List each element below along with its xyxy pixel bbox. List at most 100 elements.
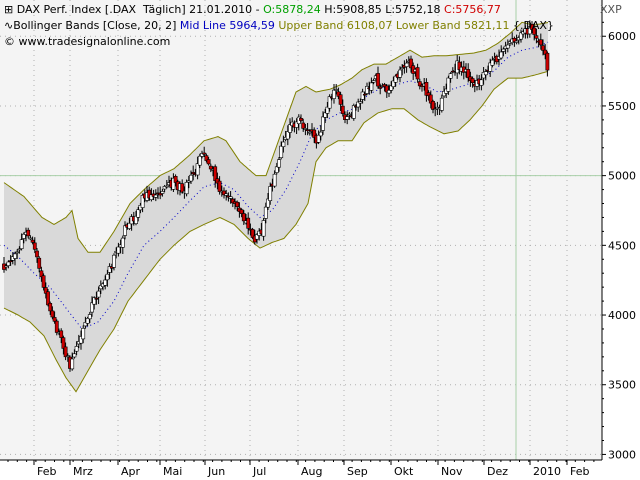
candle <box>158 186 163 200</box>
y-tick-label: 6000 <box>608 30 636 43</box>
candle-body <box>433 108 438 110</box>
candle <box>74 341 79 356</box>
candle-body <box>272 173 277 187</box>
candle-body <box>358 101 363 104</box>
candle <box>96 286 101 305</box>
candle <box>323 108 328 124</box>
candle-body <box>404 62 409 67</box>
band-values: Upper Band 6108,07 Lower Band 5821,11 <box>274 19 510 32</box>
candle <box>301 118 306 132</box>
candle <box>538 33 543 50</box>
candle <box>519 29 523 43</box>
candle <box>112 253 116 271</box>
x-tick-label: Nov <box>441 465 463 478</box>
candle <box>65 353 70 362</box>
candle <box>505 39 510 53</box>
x-tick-label: Aug <box>301 465 322 478</box>
candle-body <box>112 254 116 268</box>
candle-body <box>153 194 158 198</box>
candle <box>61 335 66 355</box>
candle-body <box>28 237 33 240</box>
candle <box>19 233 24 251</box>
candle <box>54 319 59 336</box>
header-prefix: DAX Perf. Index [.DAX Täglich] 21.01.201… <box>16 3 264 16</box>
candle <box>136 207 141 222</box>
candle-body <box>98 285 103 290</box>
candle-body <box>74 346 79 352</box>
low-value: L:5752,18 <box>381 3 441 16</box>
candle-body <box>103 279 108 286</box>
candle <box>376 66 380 89</box>
candle <box>4 263 9 271</box>
candle <box>501 47 506 57</box>
candle-body <box>387 90 391 94</box>
candle-body <box>393 75 398 83</box>
candle <box>514 34 519 45</box>
candle <box>378 83 383 95</box>
candle <box>147 186 152 202</box>
candle-body <box>6 261 11 267</box>
candle <box>180 179 185 194</box>
candle-body <box>534 35 539 39</box>
candle-body <box>312 129 317 138</box>
candle <box>6 260 11 269</box>
candle <box>222 187 226 199</box>
candle <box>160 188 165 197</box>
candle-body <box>384 85 389 93</box>
candle <box>202 146 207 158</box>
candle <box>246 212 251 235</box>
candle-body <box>96 290 101 298</box>
candle-body <box>514 40 519 43</box>
candle-body <box>246 217 251 229</box>
candle <box>277 156 281 172</box>
y-tick-label: 5000 <box>608 170 636 183</box>
candle-body <box>228 196 233 199</box>
candle-body <box>288 124 292 133</box>
candle-body <box>105 273 110 281</box>
candle-body <box>94 297 99 300</box>
candle-body <box>266 198 270 208</box>
candle-body <box>79 336 83 344</box>
candle-body <box>448 73 453 79</box>
candle <box>228 191 233 204</box>
candle-body <box>120 237 125 248</box>
candle-body <box>263 206 268 219</box>
candle <box>345 111 350 125</box>
candle <box>439 94 444 113</box>
candle <box>98 280 103 294</box>
candle <box>393 74 398 87</box>
x-tick-label: Feb <box>37 465 56 478</box>
candle-body <box>107 266 112 273</box>
bollinger-suffix: {.DAX} <box>509 19 554 32</box>
candle <box>63 342 68 361</box>
candle-body <box>217 180 222 192</box>
candle-body <box>345 116 350 120</box>
candle <box>424 78 429 102</box>
candle <box>197 153 202 169</box>
candle-body <box>527 26 532 35</box>
candle <box>332 84 336 104</box>
candle-body <box>136 209 141 218</box>
candle-body <box>376 73 380 87</box>
candle <box>21 232 26 244</box>
candle-body <box>158 192 163 196</box>
candle-body <box>41 275 46 288</box>
candle <box>457 56 462 75</box>
candle-body <box>32 242 37 250</box>
candle <box>15 249 20 259</box>
candle <box>250 227 255 240</box>
candle <box>481 67 486 85</box>
candle <box>384 84 389 98</box>
candle-body <box>499 51 504 59</box>
candle <box>312 127 317 143</box>
candle-body <box>512 37 517 42</box>
candle <box>153 189 158 202</box>
candle <box>213 164 218 188</box>
candle-body <box>356 101 361 108</box>
candle-body <box>391 80 396 88</box>
candle-body <box>488 62 493 72</box>
x-tick-label: Dez <box>487 465 508 478</box>
candle <box>340 99 345 117</box>
candle <box>50 306 55 320</box>
copyright: © www.tradesignalonline.com <box>4 35 171 48</box>
